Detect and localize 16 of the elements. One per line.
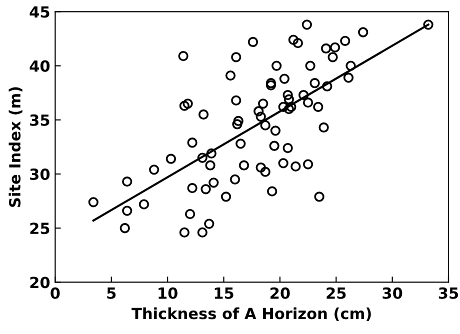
x-tick-label: 25 [326, 287, 346, 299]
y-tick-label: 45 [30, 6, 50, 18]
x-tick-label: 35 [438, 287, 458, 299]
x-tick-label: 10 [158, 287, 178, 299]
x-tick-label: 15 [214, 288, 234, 299]
y-axis-title: Site Index (m) [8, 87, 22, 207]
x-tick-label: 20 [270, 287, 290, 299]
y-tick-label: 25 [30, 222, 50, 234]
x-tick-label: 0 [50, 287, 60, 299]
x-tick-label: 30 [382, 287, 402, 299]
y-tick-label: 35 [30, 114, 50, 126]
y-tick-label: 20 [30, 276, 50, 288]
x-axis-title: Thickness of A Horizon (cm) [132, 307, 371, 322]
y-tick-label: 40 [30, 60, 50, 72]
y-tick-label: 30 [30, 168, 50, 180]
x-tick-label: 5 [107, 288, 116, 299]
